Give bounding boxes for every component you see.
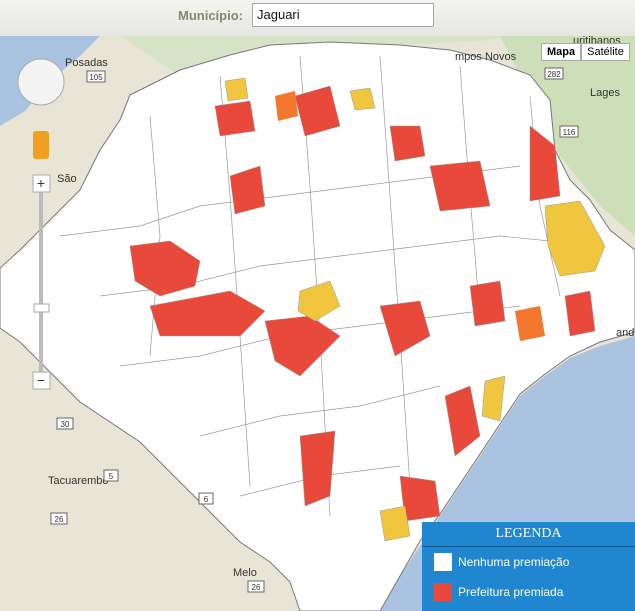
map-type: Mapa Satélite <box>541 43 630 61</box>
legend-label: Nenhuma premiação <box>458 555 570 569</box>
pan-control[interactable] <box>17 58 65 106</box>
map-button[interactable]: Mapa <box>541 43 582 61</box>
place-label: andá <box>616 327 635 339</box>
zoom-thumb[interactable] <box>33 303 50 313</box>
yellow <box>224 77 606 542</box>
legend-row: Prefeitura premiada <box>422 577 635 607</box>
route: 26 <box>252 583 261 592</box>
route: 282 <box>547 70 561 79</box>
place-label: São <box>57 173 77 185</box>
municipio-input[interactable]: Jaguari <box>252 3 434 27</box>
route: 26 <box>55 515 64 524</box>
route: 6 <box>204 495 209 504</box>
toolbar: Município: Jaguari <box>0 0 635 37</box>
place-label: Melo <box>233 567 257 579</box>
legend-title: LEGENDA <box>422 522 635 547</box>
swatch <box>434 583 452 601</box>
route: 30 <box>61 420 70 429</box>
zoom-out[interactable] <box>32 371 51 390</box>
awarded <box>129 85 596 522</box>
zoom-out-label: − <box>37 372 45 388</box>
place-label: Tacuarembó <box>48 475 109 487</box>
legend: LEGENDA Nenhuma premiação Prefeitura pre… <box>422 522 635 611</box>
awarded-orange <box>275 91 545 341</box>
place-label: Lages <box>590 87 620 99</box>
route-shields: 105 282 116 30 5 6 26 26 <box>50 67 579 593</box>
zoom-in-label: + <box>37 175 45 191</box>
place-label: uritibanos <box>573 36 621 47</box>
pegman[interactable] <box>33 131 49 159</box>
legend-label: Prefeitura premiada <box>458 585 564 599</box>
satellite-button[interactable]: Satélite <box>581 43 630 61</box>
legend-row: Nenhuma premiação <box>422 547 635 577</box>
route: 116 <box>563 128 576 137</box>
route: 5 <box>109 472 114 481</box>
zoom-in[interactable] <box>32 174 51 193</box>
field-label: Município: <box>178 8 243 23</box>
map: Posadas mpos Novos uritibanos Lages São … <box>0 36 635 611</box>
place-label: mpos Novos <box>455 51 517 63</box>
swatch <box>434 553 452 571</box>
route: 105 <box>89 73 103 82</box>
place-label: Posadas <box>65 57 108 69</box>
